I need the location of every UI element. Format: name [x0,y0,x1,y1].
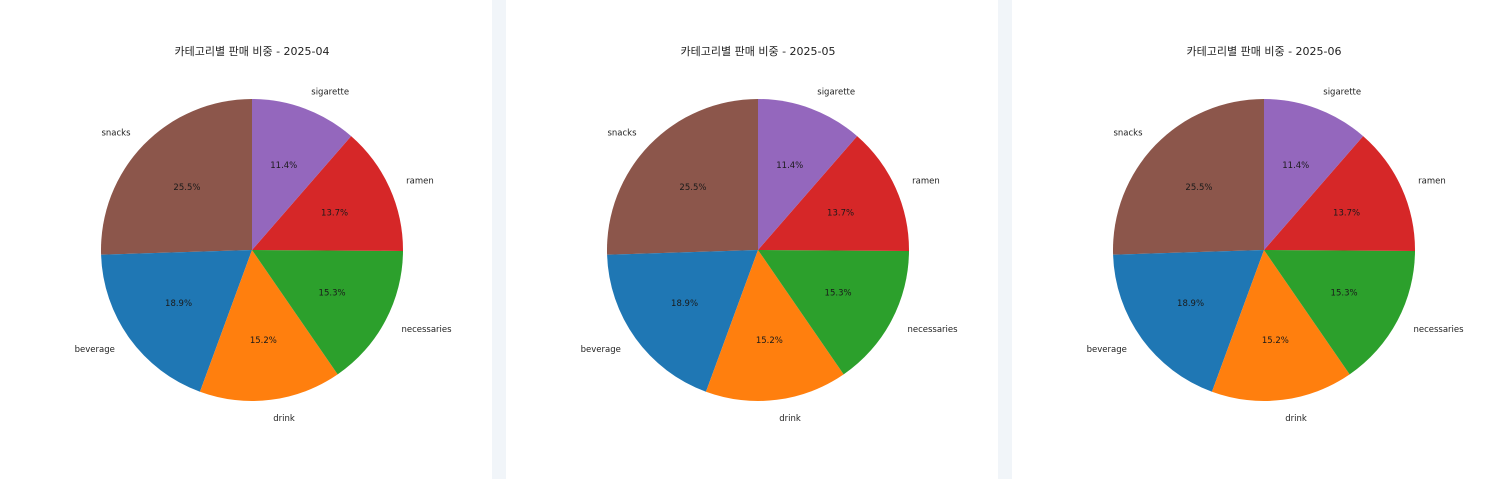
slice-category-label: drink [1285,414,1307,424]
pie-slice-drink [705,250,844,401]
slice-category-label: ramen [912,176,940,186]
pie-slices [606,99,910,401]
slice-percent-label: 15.3% [825,288,852,298]
slice-category-label: drink [273,414,295,424]
slice-category-label: beverage [1087,345,1127,355]
chart-panel-3: 카테고리별 판매 비중 - 2025-06 25.5% snacks 18.9% bev… [1012,0,1502,479]
pie-slice-beverage [1113,250,1264,392]
slice-percent-label: 15.3% [1331,288,1358,298]
pie-slice-beverage [607,250,758,392]
slice-category-label: snacks [1113,128,1143,138]
pie-labels: 25.5% snacks 18.9% beverage 15.2% drink 15.3% n… [581,88,958,424]
pie-slice-necessaries [1264,250,1415,375]
pie-chart: 카테고리별 판매 비중 - 2025-05 25.5% snacks 18.9% bev… [581,45,958,424]
slice-percent-label: 15.2% [1262,336,1289,346]
pie-slice-snacks [606,99,758,255]
slice-percent-label: 15.2% [250,336,277,346]
pie-slice-ramen [758,136,910,251]
slice-percent-label: 18.9% [1177,299,1204,309]
pie-slices [1112,99,1416,401]
slice-percent-label: 13.7% [1333,209,1360,219]
slice-percent-label: 11.4% [1282,161,1309,171]
chart-title: 카테고리별 판매 비중 - 2025-04 [175,45,330,58]
slice-category-label: beverage [581,345,621,355]
pie-slice-ramen [252,136,404,251]
slice-category-label: sigarette [1323,88,1361,98]
slice-percent-label: 25.5% [679,183,706,193]
slice-category-label: necessaries [401,325,452,335]
slice-percent-label: 25.5% [1185,183,1212,193]
slice-category-label: snacks [607,128,637,138]
slice-percent-label: 15.2% [756,336,783,346]
pie-slice-sigarette [758,99,858,250]
slice-category-label: sigarette [311,88,349,98]
pie-labels: 25.5% snacks 18.9% beverage 15.2% drink 15.3% n… [1087,88,1464,424]
pie-slice-sigarette [252,99,352,250]
chart-panel-2: 카테고리별 판매 비중 - 2025-05 25.5% snacks 18.9% bev… [506,0,998,479]
pie-slice-snacks [100,99,252,255]
slice-category-label: beverage [75,345,115,355]
pie-slice-snacks [1112,99,1264,255]
slice-category-label: necessaries [1413,325,1464,335]
pie-slice-necessaries [758,250,909,375]
chart-title: 카테고리별 판매 비중 - 2025-05 [681,45,836,58]
slice-category-label: necessaries [907,325,958,335]
pie-slice-drink [199,250,338,401]
pie-chart: 카테고리별 판매 비중 - 2025-04 25.5% snacks 18.9% bev… [75,45,452,424]
pie-slice-drink [1211,250,1350,401]
slice-category-label: ramen [1418,176,1446,186]
pie-slice-necessaries [252,250,403,375]
slice-percent-label: 18.9% [165,299,192,309]
slice-percent-label: 18.9% [671,299,698,309]
slice-category-label: snacks [101,128,131,138]
chart-panel-1: 카테고리별 판매 비중 - 2025-04 25.5% snacks 18.9% bev… [0,0,492,479]
pie-slice-ramen [1264,136,1416,251]
slice-percent-label: 13.7% [321,209,348,219]
pie-chart: 카테고리별 판매 비중 - 2025-06 25.5% snacks 18.9% bev… [1087,45,1464,424]
pie-labels: 25.5% snacks 18.9% beverage 15.2% drink 15.3% n… [75,88,452,424]
slice-category-label: ramen [406,176,434,186]
slice-category-label: drink [779,414,801,424]
slice-percent-label: 15.3% [319,288,346,298]
chart-title: 카테고리별 판매 비중 - 2025-06 [1187,45,1342,58]
slice-percent-label: 11.4% [270,161,297,171]
pie-slice-sigarette [1264,99,1364,250]
pie-slice-beverage [101,250,252,392]
slice-percent-label: 25.5% [173,183,200,193]
slice-category-label: sigarette [817,88,855,98]
pie-slices [100,99,404,401]
slice-percent-label: 11.4% [776,161,803,171]
slice-percent-label: 13.7% [827,209,854,219]
